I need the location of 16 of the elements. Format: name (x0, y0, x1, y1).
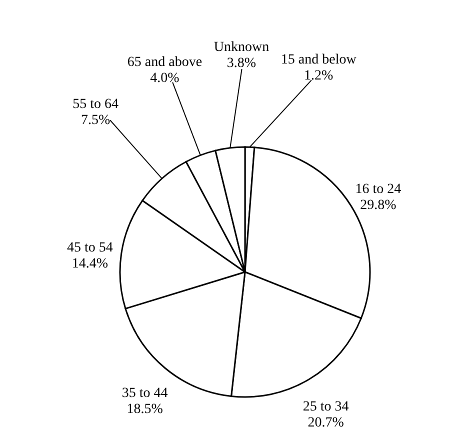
data-label: 20.7% (308, 416, 344, 431)
slice-label: Unknown (214, 40, 270, 56)
data-label: 29.8% (360, 198, 397, 213)
slice-label: 35 to 44 (122, 386, 168, 401)
slice-label: 45 to 54 (66, 240, 113, 256)
data-label: 4.0% (150, 70, 180, 86)
slice-label: 25 to 34 (302, 400, 349, 415)
slice-label: 55 to 64 (72, 96, 118, 112)
slice-label: 65 and above (127, 54, 202, 70)
data-label: 1.2% (304, 68, 334, 84)
data-label: 7.5% (80, 112, 110, 128)
data-label: 3.8% (226, 56, 256, 72)
data-label: 18.5% (126, 402, 164, 417)
data-label: 14.4% (72, 256, 108, 272)
slice-label: 15 and below (280, 52, 358, 68)
slice-label: 16 to 24 (355, 182, 402, 197)
